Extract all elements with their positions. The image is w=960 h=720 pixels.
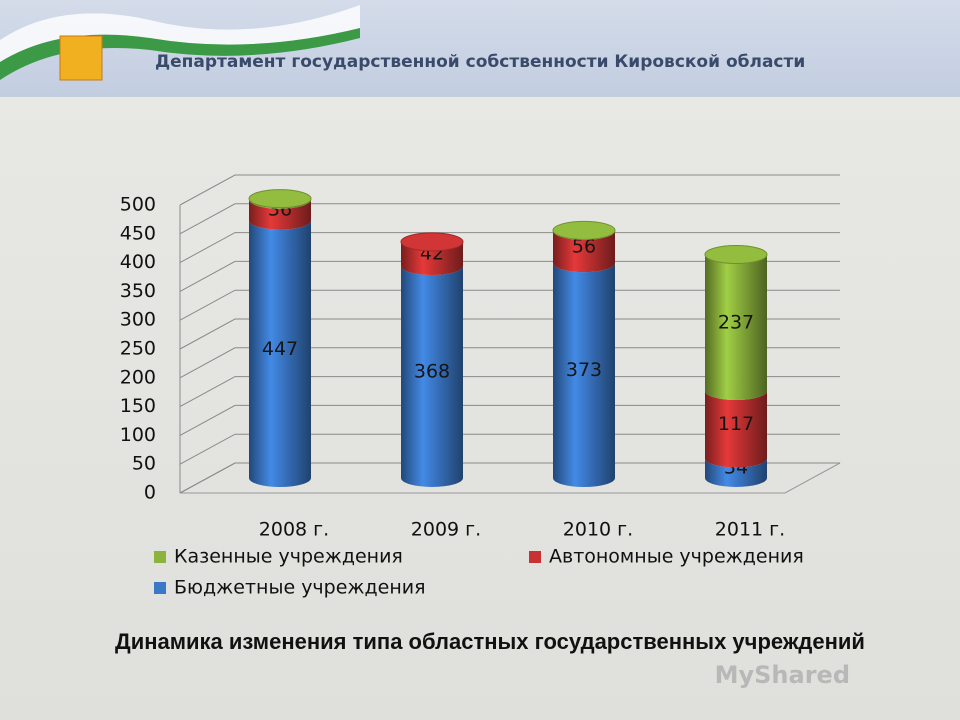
y-tick-label: 150 [120,395,156,417]
value-label: 368 [414,361,450,383]
y-tick-label: 100 [120,424,156,446]
legend-label: Автономные учреждения [549,546,804,568]
caption: Динамика изменения типа областных госуда… [115,629,865,654]
grid-line [179,433,840,465]
legend-swatch [154,582,166,594]
x-tick-label: 2008 г. [259,519,329,541]
y-tick-label: 300 [120,309,156,331]
bar-cap [704,245,768,265]
legend-swatch [529,551,541,563]
y-tick-label: 250 [120,338,156,360]
grid-line [179,347,840,379]
legend-swatch [154,551,166,563]
value-label: 447 [262,338,298,360]
grid-line [179,232,840,264]
y-tick-label: 0 [144,482,156,504]
bar-segment [249,220,311,487]
y-tick-label: 50 [132,453,156,475]
value-label: 117 [718,413,754,435]
x-tick-label: 2010 г. [563,519,633,541]
bar-cap [400,232,464,252]
watermark: MyShared [715,661,850,689]
y-tick-label: 450 [120,222,156,244]
x-tick-label: 2009 г. [411,519,481,541]
value-label: 56 [572,236,596,258]
header-title: Департамент государственной собственност… [155,52,805,72]
value-label: 373 [566,359,602,381]
grid-line [179,404,840,436]
bar-segment [705,254,767,401]
grid-line [179,174,840,206]
bar-segment [705,391,767,468]
grid-line [179,289,840,321]
y-tick-label: 500 [120,194,156,216]
legend-label: Бюджетные учреждения [174,577,426,599]
bar-segment [249,199,311,230]
y-tick-label: 350 [120,280,156,302]
bar-segment [553,263,615,487]
grid-line [179,203,840,235]
emblem [59,35,103,81]
bar-segment [553,230,615,273]
grid-line [179,462,840,494]
value-label: 237 [718,311,754,333]
bar-segment [705,458,767,487]
ribbon [0,5,360,70]
y-tick-label: 200 [120,366,156,388]
grid-line [179,260,840,292]
bar-cap [248,189,312,209]
legend-label: Казенные учреждения [174,546,403,568]
bar-cap [552,220,616,240]
grid-line [179,318,840,350]
grid-line [179,376,840,408]
y-tick-label: 400 [120,251,156,273]
x-tick-label: 2011 г. [715,519,785,541]
bar-segment [401,266,463,487]
